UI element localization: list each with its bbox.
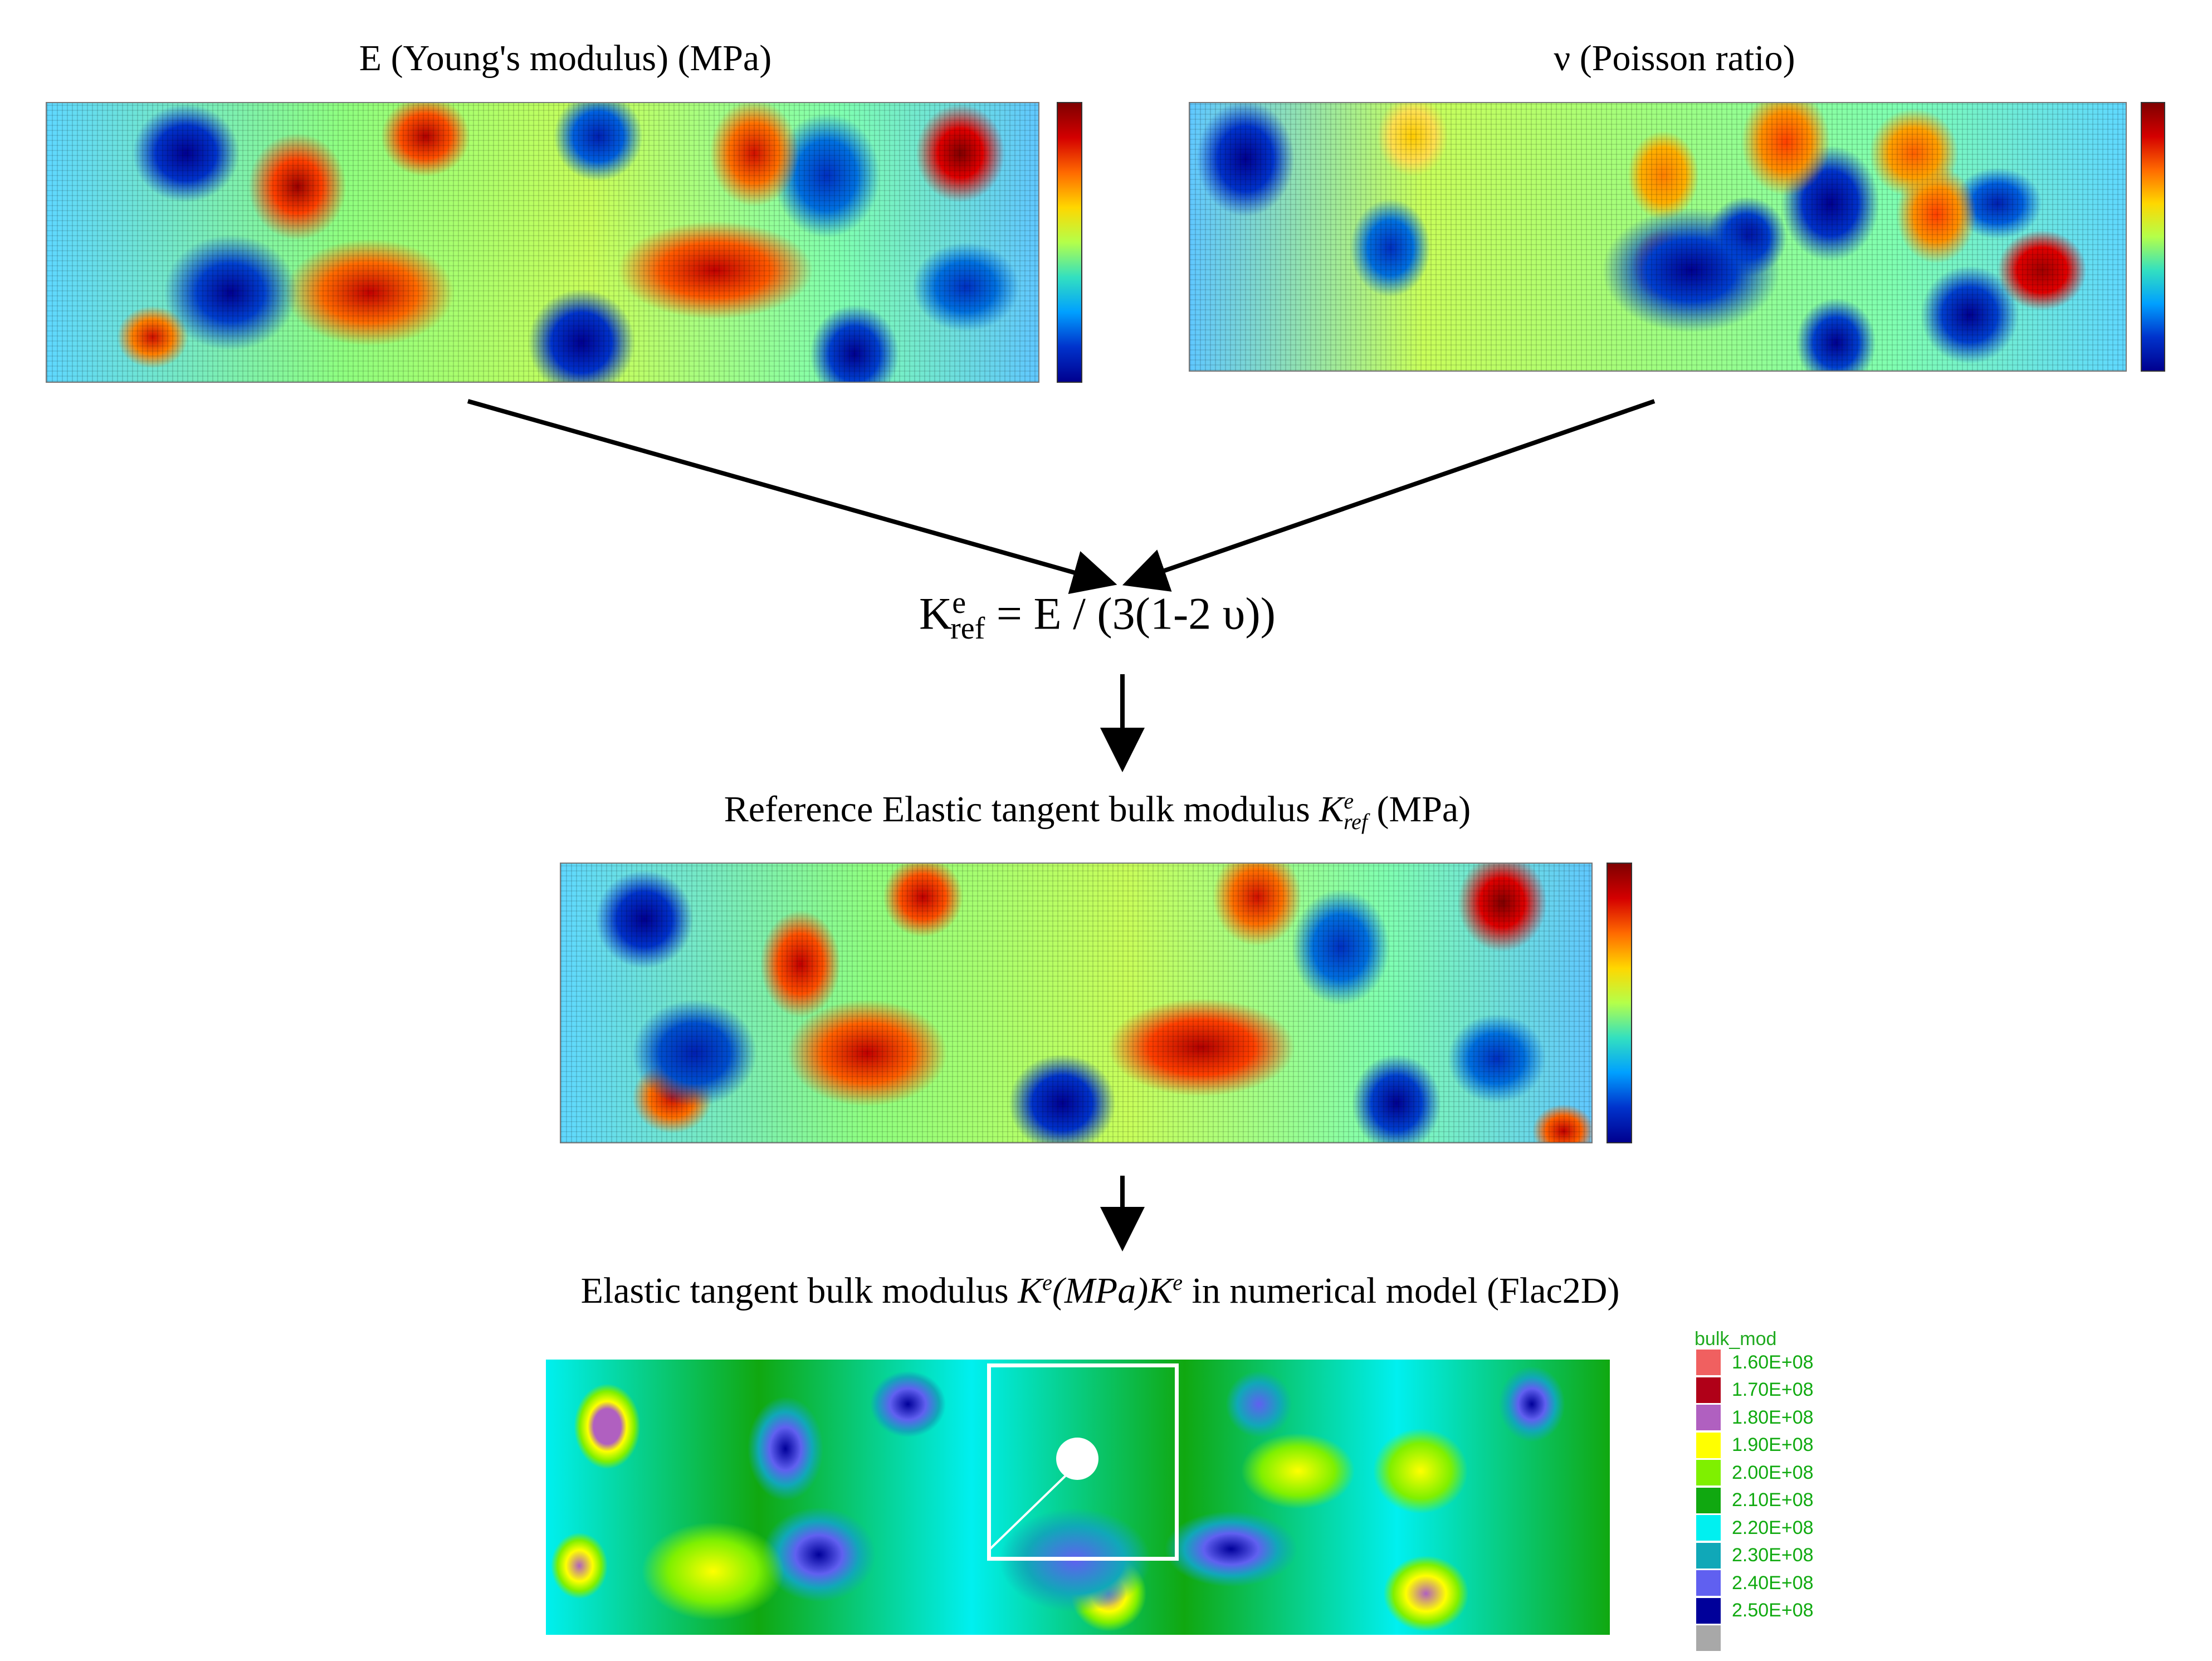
youngs-modulus-title: E (Young's modulus) (MPa) [359,38,772,79]
legend-label: 1.80E+08 [1732,1406,1814,1428]
legend-item: 2.30E+08 [1696,1542,1814,1569]
numerical-title-sup2: e [1173,1270,1183,1295]
formula-lhs-sup: e [952,586,966,620]
legend-item: 2.10E+08 [1696,1487,1814,1513]
arrow-youngs-to-formula [467,399,1117,595]
reference-title-prefix: Reference Elastic tangent bulk modulus [724,789,1320,830]
poisson-ratio-title: ν (Poisson ratio) [1554,38,1795,79]
legend-swatch [1696,1542,1721,1569]
reference-title-sup: e [1344,788,1354,814]
legend-label: 2.50E+08 [1732,1600,1814,1621]
legend-item: 1.80E+08 [1696,1405,1814,1430]
legend-swatch [1696,1570,1721,1596]
legend-label: 2.40E+08 [1732,1572,1814,1594]
reference-colorbar [1606,863,1632,1143]
legend-item: 2.20E+08 [1696,1515,1814,1541]
legend-label: 2.10E+08 [1732,1489,1814,1511]
legend-swatch [1696,1460,1721,1485]
numerical-title-symbol2: K [1148,1270,1173,1311]
reference-bulk-modulus-title: Reference Elastic tangent bulk modulus K… [724,790,1471,833]
numerical-title-suffix: in numerical model (Flac2D) [1182,1270,1620,1311]
legend-label: 1.90E+08 [1732,1434,1814,1455]
tunnel-opening [1056,1438,1098,1480]
legend-swatch [1696,1350,1721,1375]
numerical-model-title: Elastic tangent bulk modulus Ke(MPa)Ke i… [581,1272,1620,1309]
legend-swatch [1696,1405,1721,1430]
reference-title-sub: ref [1344,809,1368,835]
legend-item: 1.90E+08 [1696,1432,1814,1458]
legend-title: bulk_mod [1695,1328,1777,1350]
legend-label: 1.70E+08 [1732,1379,1814,1400]
arrow-poisson-to-formula [1122,399,1656,592]
numerical-title-sup1: e [1042,1270,1052,1295]
legend-item [1696,1625,1732,1651]
heatmap-grid [561,864,1591,1142]
legend-swatch [1696,1487,1721,1513]
bulk-modulus-formula: Keref = E / (3(1-2 υ)) [919,585,1276,646]
legend-swatch [1696,1625,1721,1651]
formula-lhs-symbol: K [919,588,953,639]
legend-swatch [1696,1432,1721,1458]
legend-label: 1.60E+08 [1732,1351,1814,1373]
legend-swatch [1696,1597,1721,1624]
reference-title-symbol: K [1319,789,1344,830]
tunnel-diagonal-line [987,1464,1077,1553]
legend-label: 2.20E+08 [1732,1517,1814,1538]
reference-bulk-modulus-heatmap [560,863,1593,1143]
reference-title-suffix: (MPa) [1368,789,1471,830]
legend-swatch [1696,1377,1721,1403]
flac2d-contour-map [546,1360,1610,1635]
heatmap-grid [1190,103,2126,371]
formula-rhs: = E / (3(1-2 υ)) [985,588,1276,639]
formula-lhs-sub: ref [950,611,985,646]
legend-item: 2.40E+08 [1696,1570,1814,1596]
numerical-title-symbol1: K [1018,1270,1043,1311]
heatmap-grid [47,103,1038,382]
legend-item: 2.00E+08 [1696,1460,1814,1485]
legend-swatch [1696,1515,1721,1541]
legend-label: 2.30E+08 [1732,1545,1814,1566]
poisson-colorbar [2141,102,2165,372]
numerical-title-prefix: Elastic tangent bulk modulus [580,1270,1018,1311]
numerical-title-mid: (MPa) [1052,1270,1149,1311]
legend-label: 2.00E+08 [1732,1462,1814,1483]
poisson-ratio-heatmap [1189,102,2127,372]
tunnel-region-box [987,1363,1179,1561]
youngs-colorbar [1057,102,1082,383]
youngs-modulus-heatmap [46,102,1039,383]
legend-item: 1.70E+08 [1696,1377,1814,1403]
legend-item: 1.60E+08 [1696,1350,1814,1375]
legend-item: 2.50E+08 [1696,1597,1814,1624]
